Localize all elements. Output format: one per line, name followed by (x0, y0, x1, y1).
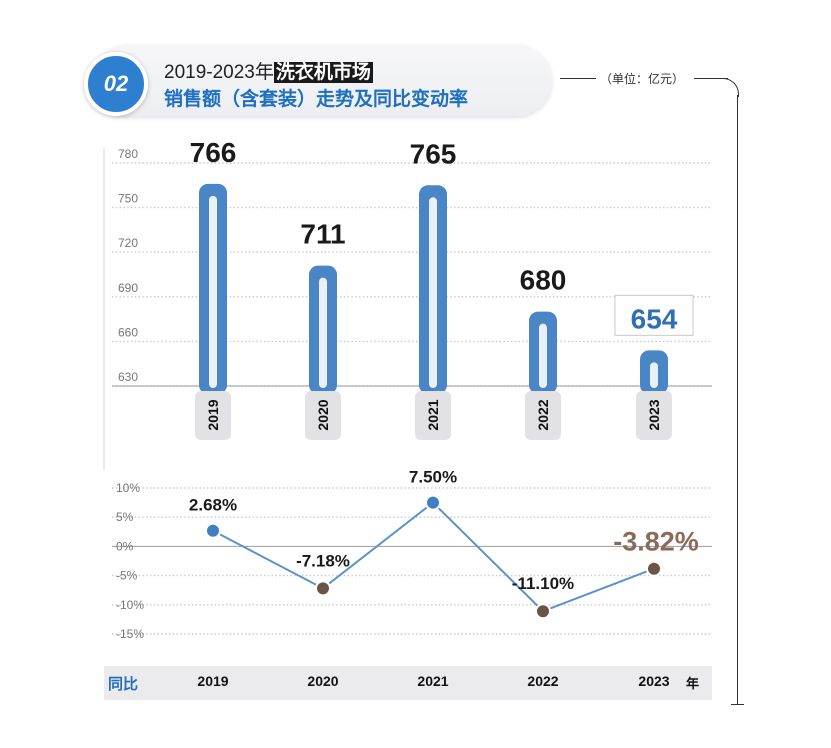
bar-value-label: 654 (631, 303, 678, 334)
bar-value-label: 765 (410, 138, 457, 169)
yoy-point-2020 (315, 580, 331, 597)
yoy-point-2021 (425, 494, 441, 511)
bar-highlight-stripe (539, 323, 547, 388)
bar-value-label: 766 (190, 137, 237, 168)
bar-category-label: 2019 (205, 399, 221, 430)
footer-year-label: 2020 (307, 673, 339, 689)
category-tab (636, 391, 672, 440)
line-y-tick-label: 5% (116, 510, 134, 524)
footer-year-label: 2022 (527, 673, 559, 689)
yoy-row-label: 同比 (108, 676, 139, 693)
yoy-footer-row (104, 666, 712, 700)
year-unit-label: 年 (686, 676, 700, 691)
section-number-badge: 02 (84, 52, 148, 116)
bar-highlight-stripe (429, 197, 437, 388)
bar-y-tick-label: 660 (118, 325, 138, 339)
footer-year-label: 2019 (197, 673, 229, 689)
footer-year-label: 2021 (417, 673, 449, 689)
bar-value-label: 711 (300, 219, 345, 250)
yoy-point-2023 (646, 560, 662, 577)
line-y-tick-label: 10% (116, 481, 140, 495)
bar-category-label: 2023 (646, 399, 662, 430)
bar-category-label: 2020 (315, 399, 331, 430)
unit-bracket-end (731, 704, 744, 705)
yoy-value-label: -11.10% (512, 574, 574, 593)
bar-highlight-stripe (650, 362, 658, 388)
bar-value-label: 680 (520, 265, 567, 296)
category-tab (415, 391, 451, 440)
yoy-point-2019 (205, 522, 221, 539)
bar-y-tick-label: 630 (118, 370, 138, 384)
bar-y-tick-label: 780 (118, 147, 138, 161)
bar-highlight-stripe (209, 195, 217, 388)
bar-y-tick-label: 750 (118, 192, 138, 206)
chart-title-line2: 销售额（含套装）走势及同比变动率 (164, 89, 469, 110)
bar-y-tick-label: 690 (118, 281, 138, 295)
highlight-value-box (614, 294, 694, 336)
category-tab (525, 391, 561, 440)
chart-title-line1: 2019-2023年 洗衣机市场 (164, 57, 373, 84)
line-y-tick-label: -10% (116, 598, 144, 612)
bar-highlight-stripe (319, 277, 327, 388)
line-y-tick-label: 0% (116, 539, 134, 553)
footer-year-label: 2023 (638, 673, 670, 689)
title-highlight: 洗衣机市场 (273, 62, 373, 83)
yoy-point-2022 (535, 603, 551, 620)
bar-category-label: 2022 (535, 399, 551, 430)
unit-bracket-right (694, 78, 728, 79)
line-y-tick-label: -15% (116, 627, 144, 641)
category-tab (305, 391, 341, 440)
title-prefix: 2019-2023年 (164, 62, 274, 83)
unit-label: （单位：亿元） (600, 72, 685, 86)
yoy-value-label: 7.50% (409, 468, 457, 487)
yoy-value-label: -7.18% (296, 551, 350, 570)
category-tab (195, 391, 231, 440)
yoy-value-label: 2.68% (189, 496, 237, 515)
yoy-change-line (212, 501, 655, 613)
bar-category-label: 2021 (425, 399, 441, 430)
unit-bracket-vertical (737, 95, 738, 705)
yoy-value-label: -3.82% (613, 527, 699, 557)
bar-y-tick-label: 720 (118, 236, 138, 250)
line-y-tick-label: -5% (116, 569, 138, 583)
unit-bracket-left (560, 78, 596, 79)
